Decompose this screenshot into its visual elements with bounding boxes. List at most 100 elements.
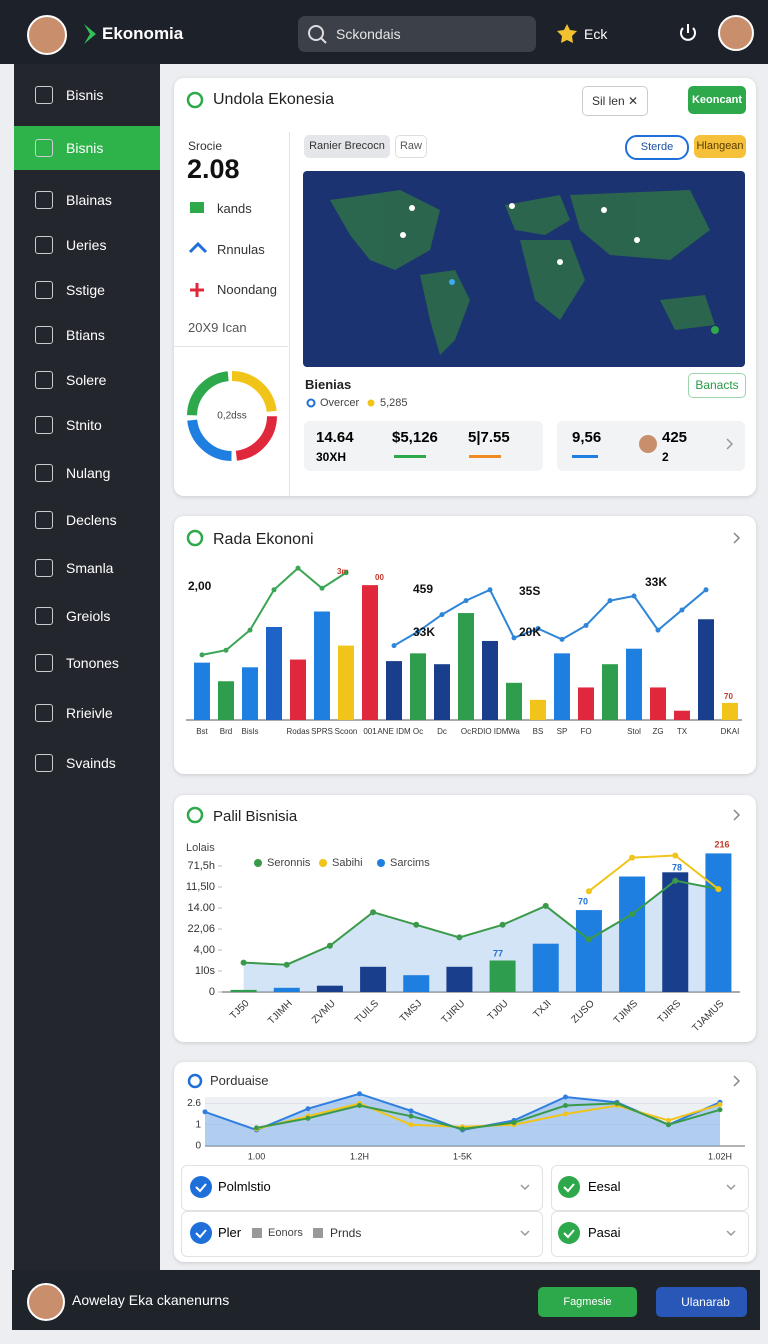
line-dot xyxy=(357,1091,362,1097)
sidebar-item[interactable]: Rrieivle xyxy=(66,705,113,721)
line-dot xyxy=(655,627,661,633)
list-item[interactable] xyxy=(181,1165,543,1211)
sidebar-item[interactable]: Sstige xyxy=(66,282,105,298)
sidebar-item[interactable]: Stnito xyxy=(66,417,102,433)
line-dot xyxy=(583,622,589,628)
list-item[interactable] xyxy=(551,1211,749,1257)
chevron[interactable] xyxy=(733,532,741,1087)
sidebar-item[interactable]: Svainds xyxy=(66,755,116,771)
brand[interactable]: Ekonomia xyxy=(102,24,184,43)
action-button[interactable]: Keoncant xyxy=(688,86,746,114)
tab[interactable]: Ranier Brecocn xyxy=(304,135,390,158)
annotation: 216 xyxy=(714,839,729,849)
item-icon xyxy=(188,241,208,254)
sidebar-item[interactable]: Nulang xyxy=(66,465,111,481)
line-dot xyxy=(703,587,709,593)
line-dot xyxy=(542,902,549,909)
annotation: 33K xyxy=(645,575,667,589)
continent xyxy=(420,270,470,355)
bar xyxy=(403,975,430,992)
chip[interactable]: Sterde xyxy=(625,135,689,160)
avatar[interactable] xyxy=(718,15,754,51)
x-tick-label: Oc xyxy=(413,727,423,736)
line-dot xyxy=(408,1113,414,1119)
tab[interactable]: Raw xyxy=(395,135,427,158)
sidebar-item[interactable]: Bisnis xyxy=(66,87,104,103)
line-dot xyxy=(240,959,247,966)
x-tick-label: ZUSO xyxy=(569,998,597,1026)
search-box[interactable] xyxy=(298,16,536,52)
stats-box xyxy=(304,421,543,471)
item: kands xyxy=(217,201,252,216)
filter-chip[interactable]: Sil len ✕ xyxy=(582,86,648,116)
sidebar-item[interactable]: Btians xyxy=(66,327,105,343)
bottom-button[interactable]: Ulanarab xyxy=(656,1287,747,1317)
sidebar-item[interactable]: Smanla xyxy=(66,560,114,576)
avatar[interactable] xyxy=(27,15,67,55)
area xyxy=(205,1093,720,1146)
pin xyxy=(509,203,515,209)
x-tick-label: RDIO IDM xyxy=(472,727,509,736)
chevron[interactable] xyxy=(726,438,734,450)
chip[interactable]: Hlangean xyxy=(694,135,746,158)
continent xyxy=(660,295,715,330)
list-item[interactable] xyxy=(551,1165,749,1211)
bar xyxy=(650,687,666,720)
stat: 9,56 xyxy=(572,429,602,446)
sidebar-item[interactable]: Declens xyxy=(66,512,117,528)
sidebar-item[interactable]: Blainas xyxy=(66,192,112,208)
list-item[interactable] xyxy=(181,1211,543,1257)
legend-text: Sarcims xyxy=(390,857,430,869)
check-icon xyxy=(190,1222,212,1244)
line-dot xyxy=(563,1103,568,1109)
title-icon xyxy=(186,806,204,824)
sidebar-icon xyxy=(35,704,53,722)
legend-dot xyxy=(377,859,385,867)
area xyxy=(243,880,719,992)
line-dot xyxy=(629,911,636,918)
legend-text: Sabihi xyxy=(332,857,363,869)
avatar[interactable] xyxy=(27,1283,65,1321)
x-tick-label: TXJI xyxy=(531,998,553,1020)
bar xyxy=(554,653,570,720)
annotation: 20K xyxy=(519,625,541,639)
map-button[interactable]: Banacts xyxy=(688,373,746,398)
bar xyxy=(578,687,594,720)
y-tick-label: 0 xyxy=(195,1141,201,1152)
line-dot xyxy=(585,936,592,943)
sidebar-icon xyxy=(35,191,53,209)
card-title: Rada Ekononi xyxy=(213,531,314,548)
sidebar-item[interactable]: Solere xyxy=(66,372,107,388)
annotation: 35S xyxy=(519,584,540,598)
line-dot xyxy=(415,629,421,635)
y-tick-label: 4,00 xyxy=(194,944,215,956)
brand-logo xyxy=(84,24,96,44)
item: Rnnulas xyxy=(217,242,265,257)
x-tick-label: ZVMU xyxy=(310,998,338,1026)
line-dot xyxy=(559,636,565,642)
bar xyxy=(290,659,306,720)
box-icon xyxy=(252,1228,262,1238)
line xyxy=(243,879,719,966)
power-icon[interactable] xyxy=(680,24,696,41)
line-dot xyxy=(247,627,253,633)
bottom-button[interactable]: Fagmesie xyxy=(538,1287,637,1317)
sidebar-active[interactable] xyxy=(14,126,160,170)
divider xyxy=(174,346,288,347)
line-dot xyxy=(370,909,377,916)
annotation: 33K xyxy=(413,625,435,639)
sidebar-item[interactable]: Ueries xyxy=(66,237,107,253)
item-icon xyxy=(190,202,204,213)
sidebar-item[interactable]: Bisnis xyxy=(66,140,104,156)
stat-bar xyxy=(572,455,598,458)
bar xyxy=(602,664,618,720)
x-tick-label: Bst xyxy=(196,727,208,736)
annotation: 00 xyxy=(375,573,384,582)
sidebar-item[interactable]: Tonones xyxy=(66,655,119,671)
footnote: 20X9 Ican xyxy=(188,320,247,335)
sidebar-item[interactable]: Greiols xyxy=(66,608,111,624)
x-tick-label: BS xyxy=(533,727,544,736)
top-button[interactable]: Eck xyxy=(584,26,608,42)
chevron[interactable] xyxy=(520,1184,736,1237)
x-tick-label: SP xyxy=(557,727,568,736)
